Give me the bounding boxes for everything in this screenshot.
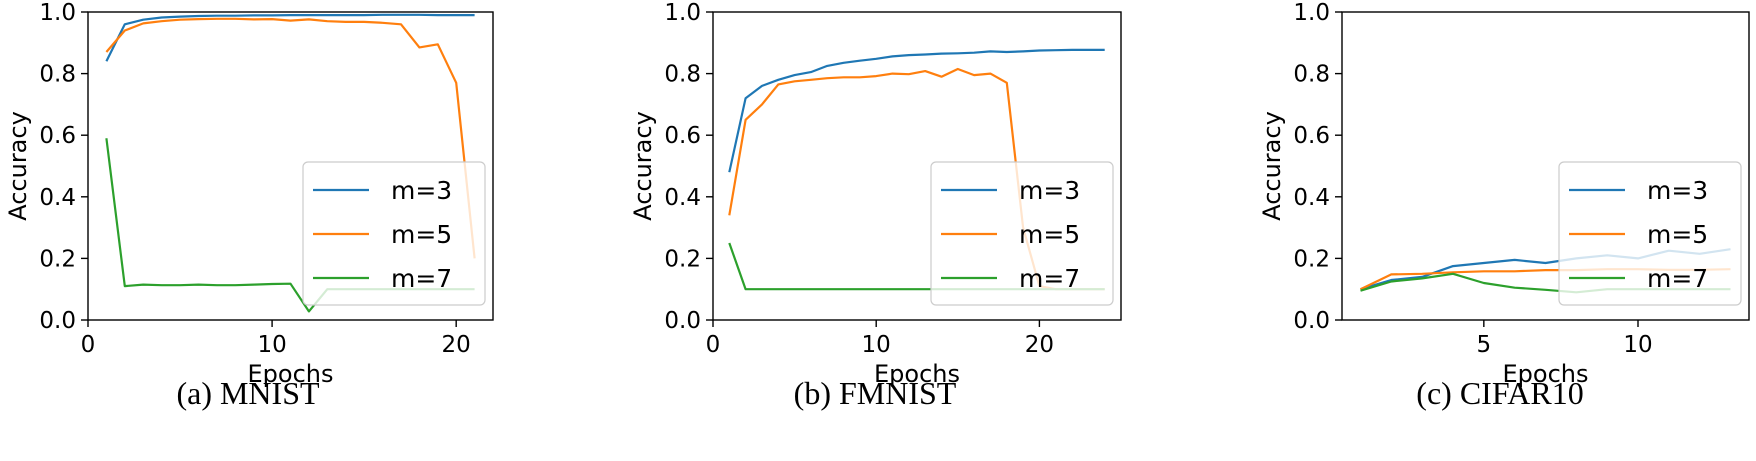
x-tick-label: 20 bbox=[1025, 332, 1054, 358]
legend-entry-label: m=5 bbox=[391, 220, 452, 249]
y-axis-label: Accuracy bbox=[1258, 111, 1286, 221]
series-line-m-3 bbox=[728, 48, 1105, 173]
y-tick-label: 0.0 bbox=[664, 308, 701, 334]
x-axis-label: Epochs bbox=[248, 360, 334, 388]
legend-entry-label: m=7 bbox=[1647, 264, 1708, 293]
y-tick-label: 0.8 bbox=[664, 62, 701, 88]
plot-frame bbox=[712, 11, 1122, 321]
legend: m=3 m=5 m=7 bbox=[302, 161, 486, 306]
x-tick-label: 5 bbox=[1477, 332, 1492, 358]
x-tick-label: 20 bbox=[442, 332, 471, 358]
plot-frame bbox=[1341, 11, 1750, 321]
legend-entry-label: m=7 bbox=[391, 264, 452, 293]
y-tick-label: 0.4 bbox=[39, 185, 76, 211]
series-line-m-5 bbox=[105, 17, 476, 259]
y-tick-label: 0.4 bbox=[1293, 185, 1330, 211]
x-tick-label: 0 bbox=[706, 332, 721, 358]
x-axis-label: Epochs bbox=[874, 360, 960, 388]
legend-entry-label: m=5 bbox=[1019, 220, 1080, 249]
chart-panel-2: 0.0 0.2 0.4 0.6 0.8 1.0 0 10 20 Epochs Accuracy m=3… bbox=[629, 0, 1122, 411]
legend-entry-label: m=3 bbox=[1647, 176, 1708, 205]
legend-entry-label: m=3 bbox=[391, 176, 452, 205]
y-tick-label: 0.2 bbox=[39, 246, 76, 272]
legend-box bbox=[302, 161, 486, 306]
subfigure-caption: (b) FMNIST bbox=[794, 375, 957, 411]
y-axis-label: Accuracy bbox=[629, 111, 657, 221]
subfigure-caption: (c) CIFAR10 bbox=[1416, 375, 1583, 411]
y-tick-label: 0.4 bbox=[664, 185, 701, 211]
legend: m=3 m=5 m=7 bbox=[1558, 161, 1742, 306]
y-tick-label: 0.2 bbox=[1293, 246, 1330, 272]
legend-box bbox=[930, 161, 1114, 306]
x-tick-label: 10 bbox=[257, 332, 286, 358]
y-tick-label: 0.0 bbox=[39, 308, 76, 334]
series-line-m-3 bbox=[105, 13, 475, 62]
y-tick-label: 1.0 bbox=[664, 0, 701, 26]
legend: m=3 m=5 m=7 bbox=[930, 161, 1114, 306]
y-tick-label: 0.2 bbox=[664, 246, 701, 272]
y-axis-label: Accuracy bbox=[4, 111, 32, 221]
y-tick-label: 0.6 bbox=[1293, 123, 1330, 149]
x-axis-label: Epochs bbox=[1503, 360, 1589, 388]
y-tick-label: 1.0 bbox=[1293, 0, 1330, 26]
plot-frame bbox=[87, 11, 494, 321]
legend-entry-label: m=5 bbox=[1647, 220, 1708, 249]
x-tick-label: 10 bbox=[1623, 332, 1652, 358]
legend-entry-label: m=3 bbox=[1019, 176, 1080, 205]
y-tick-label: 0.6 bbox=[664, 123, 701, 149]
y-tick-label: 0.8 bbox=[39, 62, 76, 88]
x-tick-label: 10 bbox=[862, 332, 891, 358]
chart-panel-1: 0.0 0.2 0.4 0.6 0.8 1.0 0 10 20 Epochs Accuracy m=3… bbox=[4, 0, 494, 411]
legend-entry-label: m=7 bbox=[1019, 264, 1080, 293]
y-tick-label: 0.0 bbox=[1293, 308, 1330, 334]
subfigure-caption: (a) MNIST bbox=[176, 375, 320, 411]
legend-box bbox=[1558, 161, 1742, 306]
x-tick-label: 0 bbox=[81, 332, 96, 358]
y-tick-label: 0.8 bbox=[1293, 62, 1330, 88]
y-tick-label: 0.6 bbox=[39, 123, 76, 149]
y-tick-label: 1.0 bbox=[39, 0, 76, 26]
